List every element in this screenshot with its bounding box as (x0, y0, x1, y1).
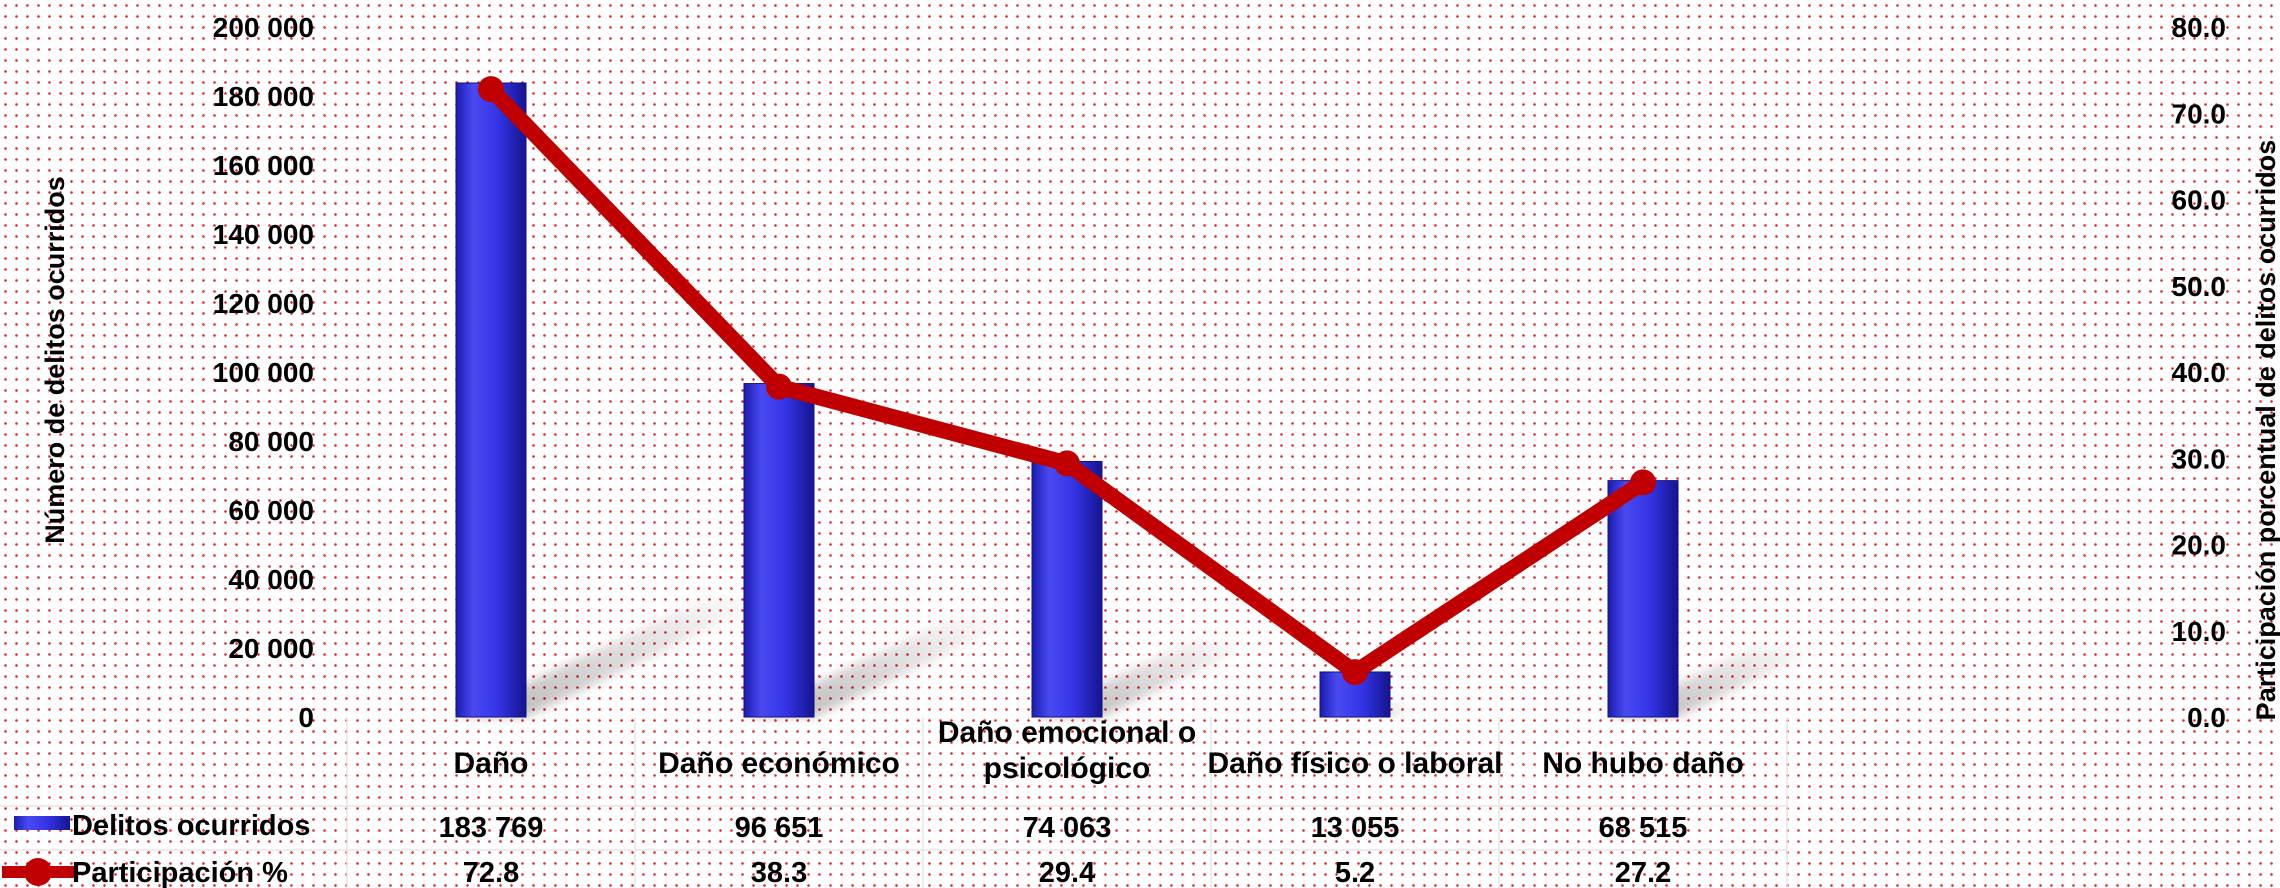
line-marker (478, 76, 504, 103)
bar (743, 383, 815, 718)
y2-tick-label: 80.0 (2172, 12, 2227, 43)
table-cell-participacion: 72.8 (463, 857, 519, 888)
legend-line-label: Participación % (72, 857, 288, 888)
category-label: Daño económico (658, 747, 900, 780)
category-label: Daño emocional o (938, 716, 1196, 749)
table-cell-delitos: 68 515 (1599, 812, 1688, 844)
y-tick-label: 120 000 (213, 288, 314, 319)
y2-tick-label: 40.0 (2172, 357, 2227, 388)
y-axis-left-ticks: 0 20 000 40 000 60 000 80 000 100 000 120 000 1… (213, 12, 314, 733)
y2-tick-label: 20.0 (2172, 530, 2227, 561)
line-series (478, 76, 1656, 686)
y-axis-right-title: Participación porcentual de delitos ocur… (2251, 140, 2280, 721)
legend-line-marker (24, 858, 52, 886)
table-cell-participacion: 5.2 (1335, 857, 1375, 888)
bar (1031, 460, 1103, 718)
table-cell-delitos: 74 063 (1023, 812, 1112, 844)
line-marker (1342, 659, 1368, 686)
y-tick-label: 20 000 (228, 633, 314, 664)
table-cell-participacion: 29.4 (1039, 857, 1095, 888)
line-marker (1054, 450, 1080, 477)
y-tick-label: 60 000 (228, 495, 314, 526)
bar-shadow (456, 596, 779, 717)
line-marker (766, 373, 792, 400)
category-label: Daño (454, 747, 529, 780)
y-tick-label: 140 000 (213, 219, 314, 250)
legend-row-bars: Delitos ocurridos (14, 810, 311, 842)
bar (455, 82, 527, 718)
legend-row-line: Participación % (2, 857, 288, 888)
y-tick-label: 80 000 (228, 426, 314, 457)
y2-tick-label: 70.0 (2172, 98, 2227, 129)
data-table-row-participacion: 72.8 38.3 29.4 5.2 27.2 (463, 857, 1671, 888)
category-labels: Daño Daño económico Daño emocional opsicol… (454, 716, 1744, 785)
bar (1607, 480, 1679, 718)
table-cell-delitos: 96 651 (735, 812, 824, 844)
y-tick-label: 160 000 (213, 150, 314, 181)
y-tick-label: 100 000 (213, 357, 314, 388)
y-axis-left-title: Número de delitos ocurridos (40, 176, 70, 544)
y2-tick-label: 60.0 (2172, 185, 2227, 216)
legend-bar-label: Delitos ocurridos (72, 810, 311, 842)
line-marker (1630, 469, 1656, 496)
data-table-grid (0, 717, 1788, 888)
y-tick-label: 200 000 (213, 12, 314, 43)
y2-tick-label: 30.0 (2172, 443, 2227, 474)
category-label: psicológico (984, 752, 1151, 785)
y-tick-label: 40 000 (228, 564, 314, 595)
category-label: No hubo daño (1542, 747, 1744, 780)
y-axis-right-ticks: 0.0 10.0 20.0 30.0 40.0 50.0 60.0 70.0 80.0 (2172, 12, 2227, 733)
table-cell-participacion: 38.3 (751, 857, 807, 888)
y2-tick-label: 50.0 (2172, 271, 2227, 302)
table-cell-delitos: 13 055 (1311, 812, 1400, 844)
y-tick-label: 0 (298, 702, 314, 733)
bar-series (455, 82, 1679, 718)
y2-tick-label: 10.0 (2172, 616, 2227, 647)
table-cell-participacion: 27.2 (1615, 857, 1671, 888)
y-tick-label: 180 000 (213, 81, 314, 112)
category-label: Daño físico o laboral (1207, 747, 1502, 780)
legend-bar-swatch (14, 816, 70, 830)
data-table-row-delitos: 183 769 96 651 74 063 13 055 68 515 (439, 812, 1688, 844)
y2-tick-label: 0.0 (2187, 702, 2226, 733)
table-cell-delitos: 183 769 (439, 812, 544, 844)
